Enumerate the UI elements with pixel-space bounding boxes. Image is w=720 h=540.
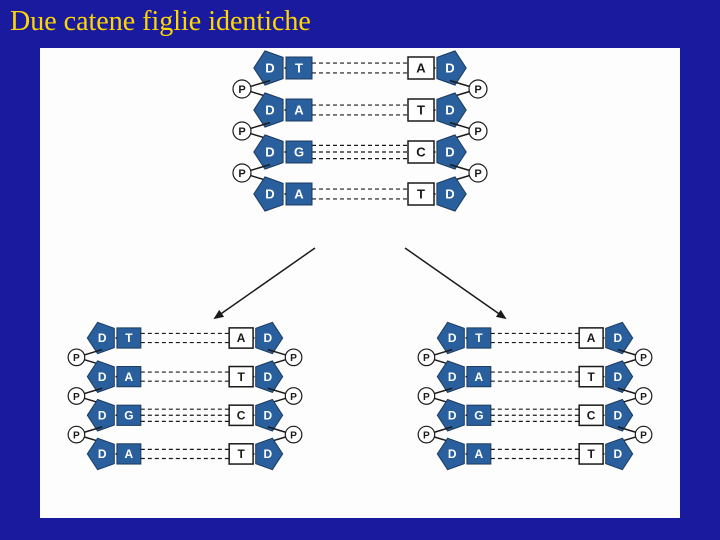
diagram-canvas: D D T A P P D D A T P P D D G C P P D D A T D D T A P P D D A T P P D D G C P P… bbox=[40, 48, 680, 518]
svg-text:G: G bbox=[124, 408, 133, 422]
svg-text:D: D bbox=[613, 447, 622, 461]
svg-text:D: D bbox=[445, 61, 454, 76]
svg-text:P: P bbox=[73, 392, 80, 403]
svg-text:D: D bbox=[445, 187, 454, 202]
svg-text:P: P bbox=[423, 353, 430, 364]
svg-text:D: D bbox=[613, 408, 622, 422]
svg-text:G: G bbox=[294, 145, 304, 160]
svg-text:D: D bbox=[265, 145, 274, 160]
svg-text:A: A bbox=[125, 370, 134, 384]
svg-text:P: P bbox=[290, 430, 297, 441]
svg-text:D: D bbox=[448, 370, 457, 384]
svg-text:T: T bbox=[417, 187, 425, 202]
slide-title: Due catene figlie identiche bbox=[10, 6, 311, 38]
svg-text:T: T bbox=[237, 370, 245, 384]
svg-text:P: P bbox=[238, 126, 245, 138]
svg-text:P: P bbox=[474, 126, 481, 138]
svg-text:P: P bbox=[474, 84, 481, 96]
svg-text:G: G bbox=[474, 408, 483, 422]
svg-text:P: P bbox=[238, 84, 245, 96]
svg-text:D: D bbox=[263, 447, 272, 461]
svg-text:C: C bbox=[237, 408, 246, 422]
svg-text:A: A bbox=[587, 331, 596, 345]
svg-text:D: D bbox=[263, 331, 272, 345]
svg-text:P: P bbox=[73, 430, 80, 441]
svg-text:T: T bbox=[587, 370, 595, 384]
svg-text:T: T bbox=[295, 61, 303, 76]
svg-text:P: P bbox=[423, 392, 430, 403]
svg-text:D: D bbox=[265, 61, 274, 76]
svg-text:D: D bbox=[445, 103, 454, 118]
svg-text:D: D bbox=[445, 145, 454, 160]
svg-text:D: D bbox=[98, 370, 107, 384]
svg-text:T: T bbox=[475, 331, 483, 345]
svg-text:D: D bbox=[448, 331, 457, 345]
svg-text:D: D bbox=[98, 447, 107, 461]
svg-text:P: P bbox=[640, 392, 647, 403]
svg-text:D: D bbox=[448, 408, 457, 422]
dna-diagram: D D T A P P D D A T P P D D G C P P D D A T D D T A P P D D A T P P D D G C P P… bbox=[40, 48, 680, 518]
svg-text:A: A bbox=[416, 61, 426, 76]
svg-text:P: P bbox=[73, 353, 80, 364]
svg-text:T: T bbox=[587, 447, 595, 461]
svg-text:D: D bbox=[613, 331, 622, 345]
svg-text:P: P bbox=[238, 168, 245, 180]
svg-text:D: D bbox=[265, 187, 274, 202]
svg-text:D: D bbox=[98, 408, 107, 422]
svg-text:A: A bbox=[294, 187, 304, 202]
svg-text:T: T bbox=[237, 447, 245, 461]
svg-text:D: D bbox=[98, 331, 107, 345]
svg-text:D: D bbox=[613, 370, 622, 384]
svg-text:A: A bbox=[475, 447, 484, 461]
svg-text:D: D bbox=[263, 370, 272, 384]
svg-text:P: P bbox=[640, 430, 647, 441]
svg-text:D: D bbox=[263, 408, 272, 422]
svg-text:D: D bbox=[265, 103, 274, 118]
slide: Due catene figlie identiche D D T A P P D D A T P P… bbox=[0, 0, 720, 540]
svg-text:P: P bbox=[474, 168, 481, 180]
svg-text:A: A bbox=[294, 103, 304, 118]
svg-text:P: P bbox=[290, 392, 297, 403]
svg-text:A: A bbox=[125, 447, 134, 461]
svg-text:C: C bbox=[587, 408, 596, 422]
svg-text:C: C bbox=[416, 145, 426, 160]
svg-text:P: P bbox=[290, 353, 297, 364]
svg-text:A: A bbox=[237, 331, 246, 345]
svg-text:A: A bbox=[475, 370, 484, 384]
svg-text:D: D bbox=[448, 447, 457, 461]
svg-text:P: P bbox=[423, 430, 430, 441]
svg-text:T: T bbox=[417, 103, 425, 118]
svg-text:P: P bbox=[640, 353, 647, 364]
svg-text:T: T bbox=[125, 331, 133, 345]
